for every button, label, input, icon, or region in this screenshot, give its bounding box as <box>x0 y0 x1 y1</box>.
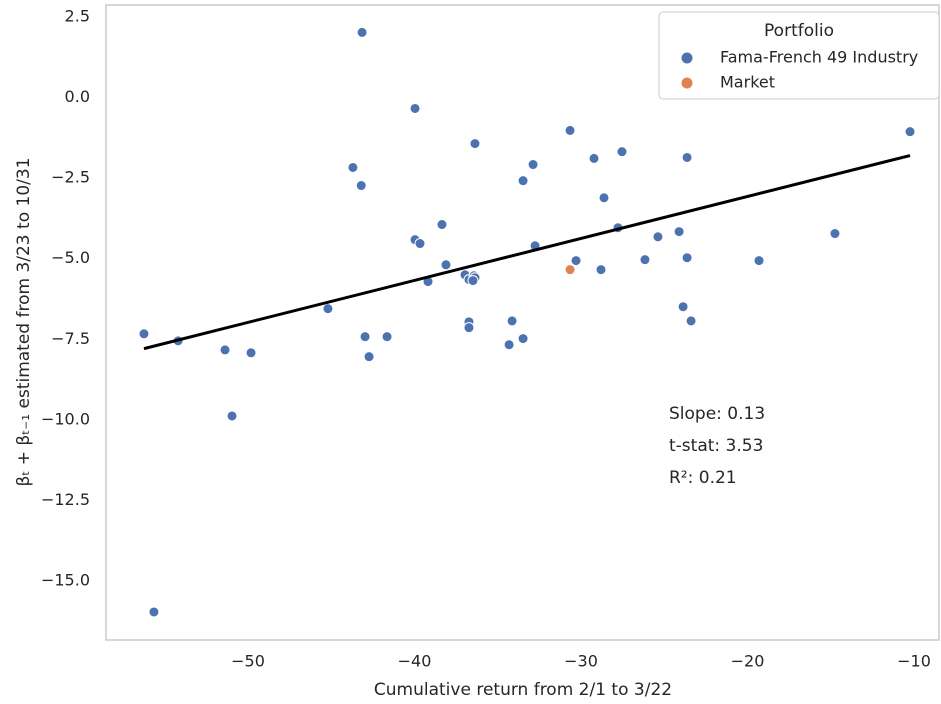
scatter-point <box>829 228 841 240</box>
y-tick-label: 2.5 <box>65 6 90 25</box>
scatter-point <box>616 146 628 158</box>
annotation: R²: 0.21 <box>669 468 737 488</box>
legend-marker <box>680 76 694 90</box>
scatter-point <box>409 102 421 114</box>
x-axis-label: Cumulative return from 2/1 to 3/22 <box>374 680 672 700</box>
legend-box <box>658 11 940 100</box>
scatter-point <box>226 410 238 422</box>
scatter-point <box>570 255 582 267</box>
y-tick-label: 0.0 <box>65 87 90 106</box>
scatter-point <box>148 606 160 618</box>
scatter-point <box>527 159 539 171</box>
scatter-point <box>753 255 765 267</box>
y-tick-label: −15.0 <box>41 571 90 590</box>
annotation: t-stat: 3.53 <box>669 436 763 456</box>
regression-line <box>143 154 911 351</box>
scatter-point <box>595 264 607 276</box>
plot-frame <box>105 4 940 641</box>
scatter-point <box>414 238 426 250</box>
y-axis-label: βₜ + βₜ₋₁ estimated from 3/23 to 10/31 <box>14 158 34 487</box>
scatter-point <box>564 264 576 276</box>
x-tick-label: −30 <box>564 652 598 671</box>
scatter-point <box>639 254 651 266</box>
x-tick-label: −10 <box>897 652 931 671</box>
scatter-point <box>467 275 479 287</box>
y-tick-label: −7.5 <box>51 329 90 348</box>
scatter-point <box>904 126 916 138</box>
legend-label: Market <box>720 73 775 92</box>
x-tick-label: −20 <box>731 652 765 671</box>
scatter-point <box>517 333 529 345</box>
scatter-point <box>677 301 689 313</box>
scatter-point <box>681 252 693 264</box>
scatter-point <box>598 192 610 204</box>
scatter-point <box>322 303 334 315</box>
scatter-point <box>463 322 475 334</box>
annotation: Slope: 0.13 <box>669 404 765 424</box>
scatter-point <box>356 26 368 38</box>
y-tick-label: −12.5 <box>41 490 90 509</box>
scatter-point <box>440 259 452 271</box>
scatter-point <box>469 138 481 150</box>
y-tick-label: −2.5 <box>51 168 90 187</box>
scatter-point <box>588 152 600 164</box>
scatter-point <box>347 161 359 173</box>
y-tick-label: −5.0 <box>51 248 90 267</box>
scatter-point <box>381 331 393 343</box>
scatter-point <box>138 328 150 340</box>
scatter-point <box>673 226 685 238</box>
scatter-point <box>652 231 664 243</box>
scatter-point <box>506 315 518 327</box>
scatter-point <box>436 219 448 231</box>
scatter-point <box>363 351 375 363</box>
legend-title: Portfolio <box>764 21 834 41</box>
scatter-point <box>245 347 257 359</box>
legend-label: Fama-French 49 Industry <box>720 48 918 67</box>
scatter-point <box>517 175 529 187</box>
x-tick-label: −40 <box>398 652 432 671</box>
scatter-point <box>503 339 515 351</box>
scatter-point <box>359 331 371 343</box>
scatter-point <box>681 151 693 163</box>
scatter-point <box>219 344 231 356</box>
legend-marker <box>680 51 694 65</box>
scatter-point <box>564 124 576 136</box>
scatter-point <box>355 180 367 192</box>
y-tick-label: −10.0 <box>41 409 90 428</box>
scatter-point <box>685 315 697 327</box>
x-tick-label: −50 <box>231 652 265 671</box>
